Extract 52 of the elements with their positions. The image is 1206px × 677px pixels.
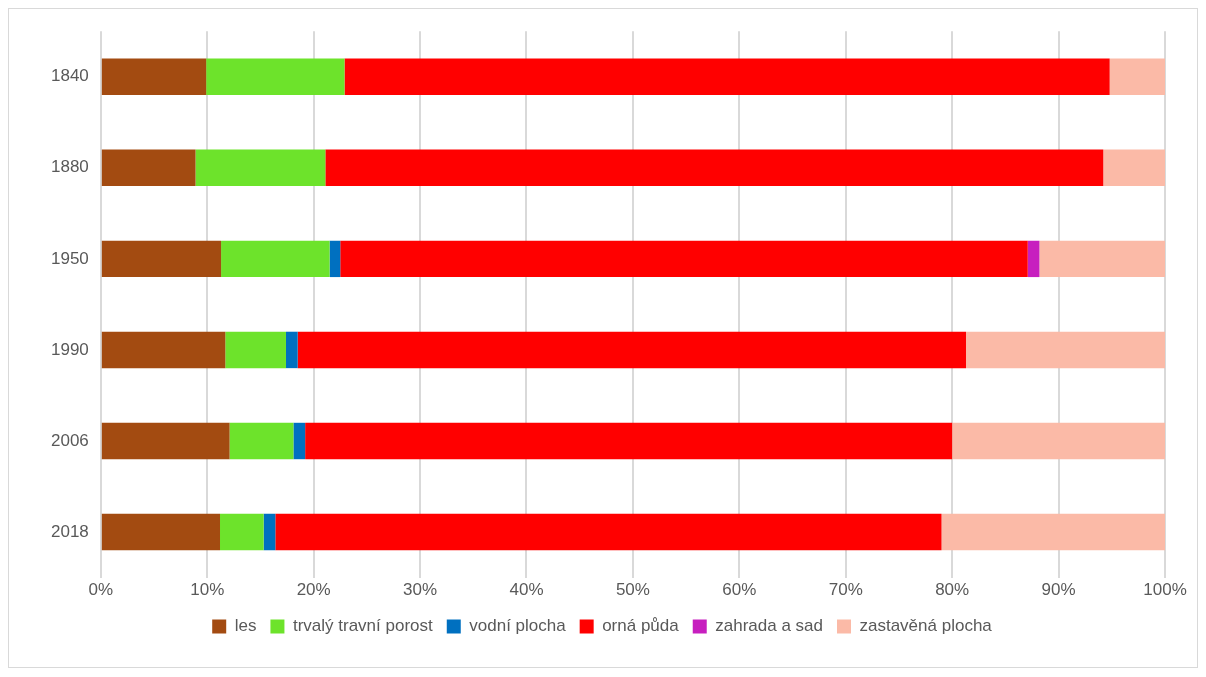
legend-label: zahrada a sad <box>715 616 823 636</box>
bar <box>340 240 1028 278</box>
y-tick-label: 2006 <box>50 430 89 450</box>
x-tick-label: 40% <box>509 580 544 600</box>
x-tick-label: 0% <box>88 580 114 600</box>
x-tick-label: 100% <box>1143 580 1187 600</box>
legend-label: les <box>234 616 257 636</box>
bar <box>206 58 345 95</box>
bar <box>1103 149 1165 187</box>
bar <box>941 513 1165 551</box>
y-tick-label: 1950 <box>50 248 89 268</box>
bar <box>966 331 1165 369</box>
y-tick-label: 1880 <box>50 157 89 177</box>
x-tick-label: 30% <box>403 580 438 600</box>
legend-label: vodní plocha <box>469 616 567 636</box>
bar <box>221 240 330 278</box>
y-tick-label: 2018 <box>50 521 89 541</box>
legend-label: orná půda <box>602 616 680 636</box>
bar <box>293 422 306 460</box>
bar <box>263 513 276 551</box>
bar <box>285 331 298 369</box>
bar <box>305 422 953 460</box>
bar <box>101 331 226 369</box>
bar <box>1039 240 1165 278</box>
bar <box>101 513 221 551</box>
x-tick-label: 70% <box>828 580 863 600</box>
bar <box>1109 58 1165 95</box>
bar <box>101 149 196 187</box>
bar <box>229 422 294 460</box>
bar <box>952 422 1165 460</box>
bar <box>297 331 966 369</box>
bar <box>101 240 222 278</box>
bar <box>220 513 264 551</box>
y-tick-label: 1840 <box>50 66 89 86</box>
bar <box>275 513 942 551</box>
legend-label: zastavěná plocha <box>859 616 993 636</box>
bar <box>329 240 341 278</box>
x-tick-label: 60% <box>722 580 757 600</box>
bar <box>225 331 286 369</box>
x-tick-label: 80% <box>935 580 970 600</box>
legend-label: trvalý travní porost <box>292 616 434 636</box>
bar <box>1027 240 1040 278</box>
y-tick-label: 1990 <box>50 339 89 359</box>
x-tick-label: 50% <box>615 580 650 600</box>
x-tick-label: 20% <box>296 580 331 600</box>
x-tick-label: 90% <box>1041 580 1076 600</box>
bar <box>101 422 230 460</box>
bar <box>325 149 1104 187</box>
x-tick-label: 10% <box>190 580 225 600</box>
bar <box>344 58 1110 95</box>
bar <box>195 149 326 187</box>
bar <box>101 58 207 95</box>
